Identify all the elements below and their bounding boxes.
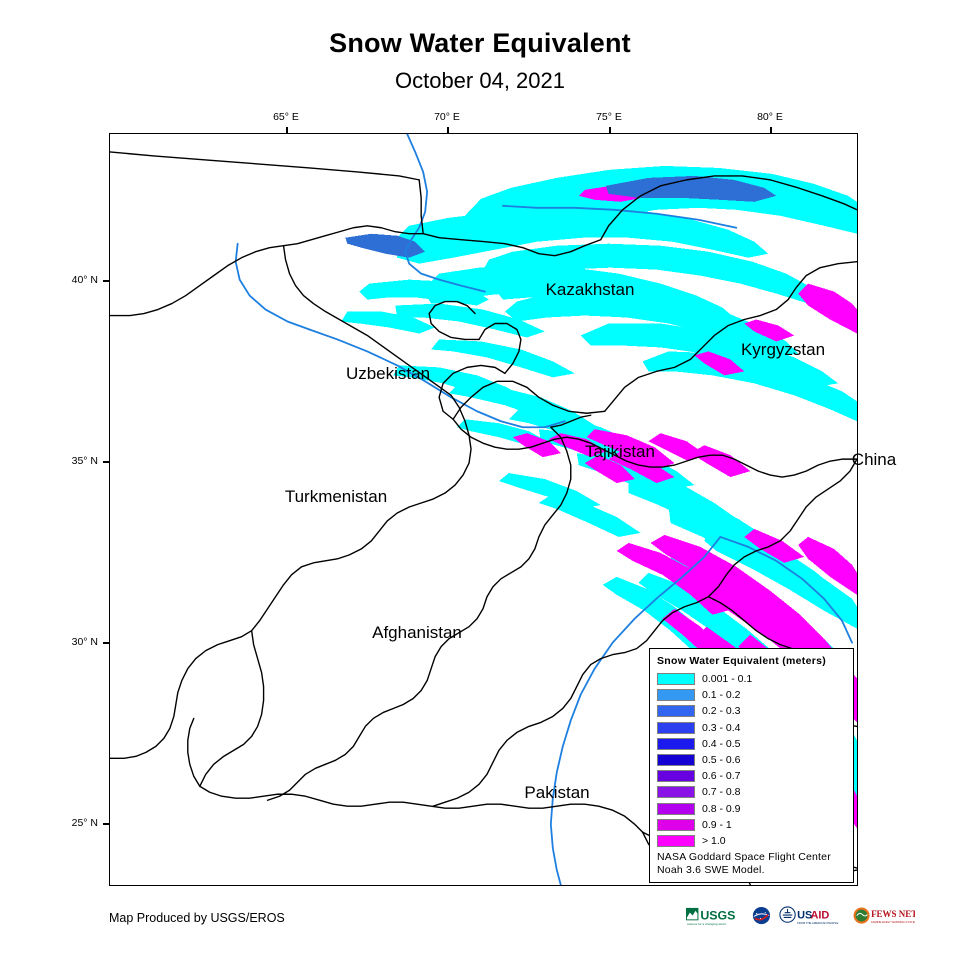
page-subtitle: October 04, 2021: [394, 68, 565, 93]
svg-text:AID: AID: [811, 909, 830, 921]
legend-swatch-10: [657, 834, 695, 847]
usgs-logo[interactable]: USGS science for a changing world: [686, 906, 745, 927]
tick-y-35: [103, 461, 110, 463]
usaid-logo[interactable]: US AID FROM THE AMERICAN PEOPLE: [778, 906, 847, 927]
legend-swatch-8: [657, 802, 695, 815]
tick-label-x-75: 75° E: [596, 111, 622, 123]
svg-text:USGS: USGS: [700, 908, 735, 922]
page-title: Snow Water Equivalent: [329, 28, 631, 58]
country-label-pakistan: Pakistan: [524, 783, 590, 802]
legend-swatch-1: [657, 689, 695, 702]
legend-label-2: 0.2 - 0.3: [702, 705, 741, 718]
legend-row-10[interactable]: > 1.0: [657, 833, 846, 849]
legend-label-5: 0.5 - 0.6: [702, 754, 741, 767]
tick-label-x-65: 65° E: [273, 111, 299, 123]
tick-x-75: [609, 127, 611, 134]
tick-label-x-70: 70° E: [434, 111, 460, 123]
tick-label-x-80: 80° E: [757, 111, 783, 123]
country-label-uzbekistan: Uzbekistan: [345, 364, 431, 383]
rivers-layer: [234, 134, 853, 885]
legend-row-3[interactable]: 0.3 - 0.4: [657, 720, 846, 736]
legend-row-1[interactable]: 0.1 - 0.2: [657, 687, 846, 703]
legend-row-9[interactable]: 0.9 - 1: [657, 817, 846, 833]
legend-row-0[interactable]: 0.001 - 0.1: [657, 671, 846, 687]
country-label-afghanistan: Afghanistan: [372, 623, 462, 642]
map-legend[interactable]: Snow Water Equivalent (meters) 0.001 - 0…: [649, 648, 854, 883]
legend-row-7[interactable]: 0.7 - 0.8: [657, 784, 846, 800]
legend-row-2[interactable]: 0.2 - 0.3: [657, 703, 846, 719]
legend-row-5[interactable]: 0.5 - 0.6: [657, 752, 846, 768]
country-label-kazakhstan: Kazakhstan: [545, 280, 635, 299]
legend-row-8[interactable]: 0.8 - 0.9: [657, 801, 846, 817]
svg-text:FAMINE EARLY WARNING SYSTEMS N: FAMINE EARLY WARNING SYSTEMS NETWORK: [871, 920, 915, 924]
tick-x-65: [286, 127, 288, 134]
legend-label-0: 0.001 - 0.1: [702, 673, 753, 686]
legend-label-3: 0.3 - 0.4: [702, 721, 741, 734]
legend-swatch-9: [657, 818, 695, 831]
legend-swatch-0: [657, 673, 695, 686]
country-label-tajikistan: Tajikistan: [585, 442, 655, 461]
agency-logos: USGS science for a changing world US AID…: [686, 906, 915, 927]
legend-swatch-4: [657, 737, 695, 750]
legend-label-4: 0.4 - 0.5: [702, 737, 741, 750]
svg-text:FROM THE AMERICAN PEOPLE: FROM THE AMERICAN PEOPLE: [797, 921, 838, 925]
svg-text:FEWS NET: FEWS NET: [871, 909, 915, 919]
legend-swatch-6: [657, 770, 695, 783]
legend-swatch-7: [657, 786, 695, 799]
legend-label-8: 0.8 - 0.9: [702, 802, 741, 815]
lake-issyk-kul: [605, 175, 777, 202]
legend-label-6: 0.6 - 0.7: [702, 770, 741, 783]
fewsnet-logo[interactable]: FEWS NET FAMINE EARLY WARNING SYSTEMS NE…: [852, 906, 915, 927]
legend-footnote-line1: NASA Goddard Space Flight Center: [657, 851, 831, 864]
tick-x-70: [447, 127, 449, 134]
tick-x-80: [770, 127, 772, 134]
legend-label-1: 0.1 - 0.2: [702, 689, 741, 702]
tick-label-y-40: 40° N: [71, 274, 98, 286]
legend-label-9: 0.9 - 1: [702, 818, 732, 831]
legend-swatch-3: [657, 721, 695, 734]
tick-label-y-30: 30° N: [71, 636, 98, 648]
nasa-logo[interactable]: [750, 906, 773, 927]
legend-title: Snow Water Equivalent (meters): [657, 655, 827, 667]
svg-text:science for a changing world: science for a changing world: [687, 922, 726, 926]
map-credit: Map Produced by USGS/EROS: [109, 911, 285, 925]
country-label-china: China: [851, 450, 897, 469]
legend-footnote-line2: Noah 3.6 SWE Model.: [657, 864, 765, 877]
tick-y-25: [103, 823, 110, 825]
tick-y-40: [103, 280, 110, 282]
legend-label-10: > 1.0: [702, 834, 726, 847]
country-label-turkmenistan: Turkmenistan: [284, 487, 388, 506]
legend-swatch-2: [657, 705, 695, 718]
country-label-kyrgyzstan: Kyrgyzstan: [740, 340, 826, 359]
tick-y-30: [103, 642, 110, 644]
svg-text:US: US: [797, 909, 812, 921]
map-frame[interactable]: 65° E 70° E 75° E 80° E 40° N 35° N 30° …: [72, 111, 896, 886]
legend-swatch-5: [657, 754, 695, 767]
tick-label-y-25: 25° N: [71, 817, 98, 829]
legend-label-7: 0.7 - 0.8: [702, 786, 741, 799]
legend-row-4[interactable]: 0.4 - 0.5: [657, 736, 846, 752]
tick-label-y-35: 35° N: [71, 455, 98, 467]
legend-row-6[interactable]: 0.6 - 0.7: [657, 768, 846, 784]
